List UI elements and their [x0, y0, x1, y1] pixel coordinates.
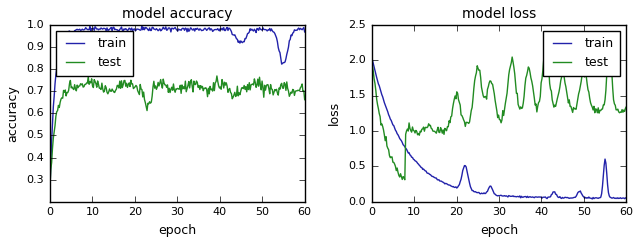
train — [582, 197, 590, 200]
train — [46, 189, 54, 192]
X-axis label: epoch: epoch — [480, 224, 518, 237]
train — [203, 29, 211, 32]
train — [301, 30, 308, 33]
Line: train: train — [372, 57, 627, 199]
train — [588, 197, 596, 200]
Y-axis label: loss: loss — [328, 101, 341, 125]
test — [368, 58, 376, 61]
test — [301, 98, 308, 101]
train — [198, 29, 206, 32]
test — [623, 105, 630, 108]
Line: test: test — [50, 76, 305, 188]
test — [605, 38, 613, 41]
Y-axis label: accuracy: accuracy — [6, 85, 20, 142]
test — [278, 82, 285, 85]
train — [368, 55, 376, 58]
train — [623, 197, 630, 200]
test — [401, 178, 409, 181]
X-axis label: epoch: epoch — [158, 224, 196, 237]
train — [198, 29, 205, 32]
Line: test: test — [372, 40, 627, 180]
test — [262, 89, 269, 92]
test — [198, 86, 205, 89]
test — [46, 187, 54, 190]
test — [197, 84, 205, 87]
test — [47, 168, 54, 171]
test — [520, 95, 528, 98]
train — [278, 63, 285, 66]
train — [600, 174, 607, 177]
train — [262, 28, 269, 31]
train — [138, 24, 146, 27]
train — [47, 163, 54, 166]
test — [213, 74, 221, 77]
test — [520, 102, 527, 105]
train — [520, 196, 527, 199]
Title: model accuracy: model accuracy — [122, 7, 232, 21]
test — [583, 82, 591, 85]
test — [202, 86, 210, 89]
train — [369, 59, 376, 61]
train — [524, 195, 531, 198]
Line: train: train — [50, 26, 305, 190]
Legend: train, test: train, test — [543, 31, 620, 76]
Legend: train, test: train, test — [56, 31, 132, 76]
test — [369, 64, 376, 67]
test — [600, 103, 607, 106]
train — [518, 196, 526, 199]
test — [525, 66, 532, 69]
Title: model loss: model loss — [462, 7, 536, 21]
